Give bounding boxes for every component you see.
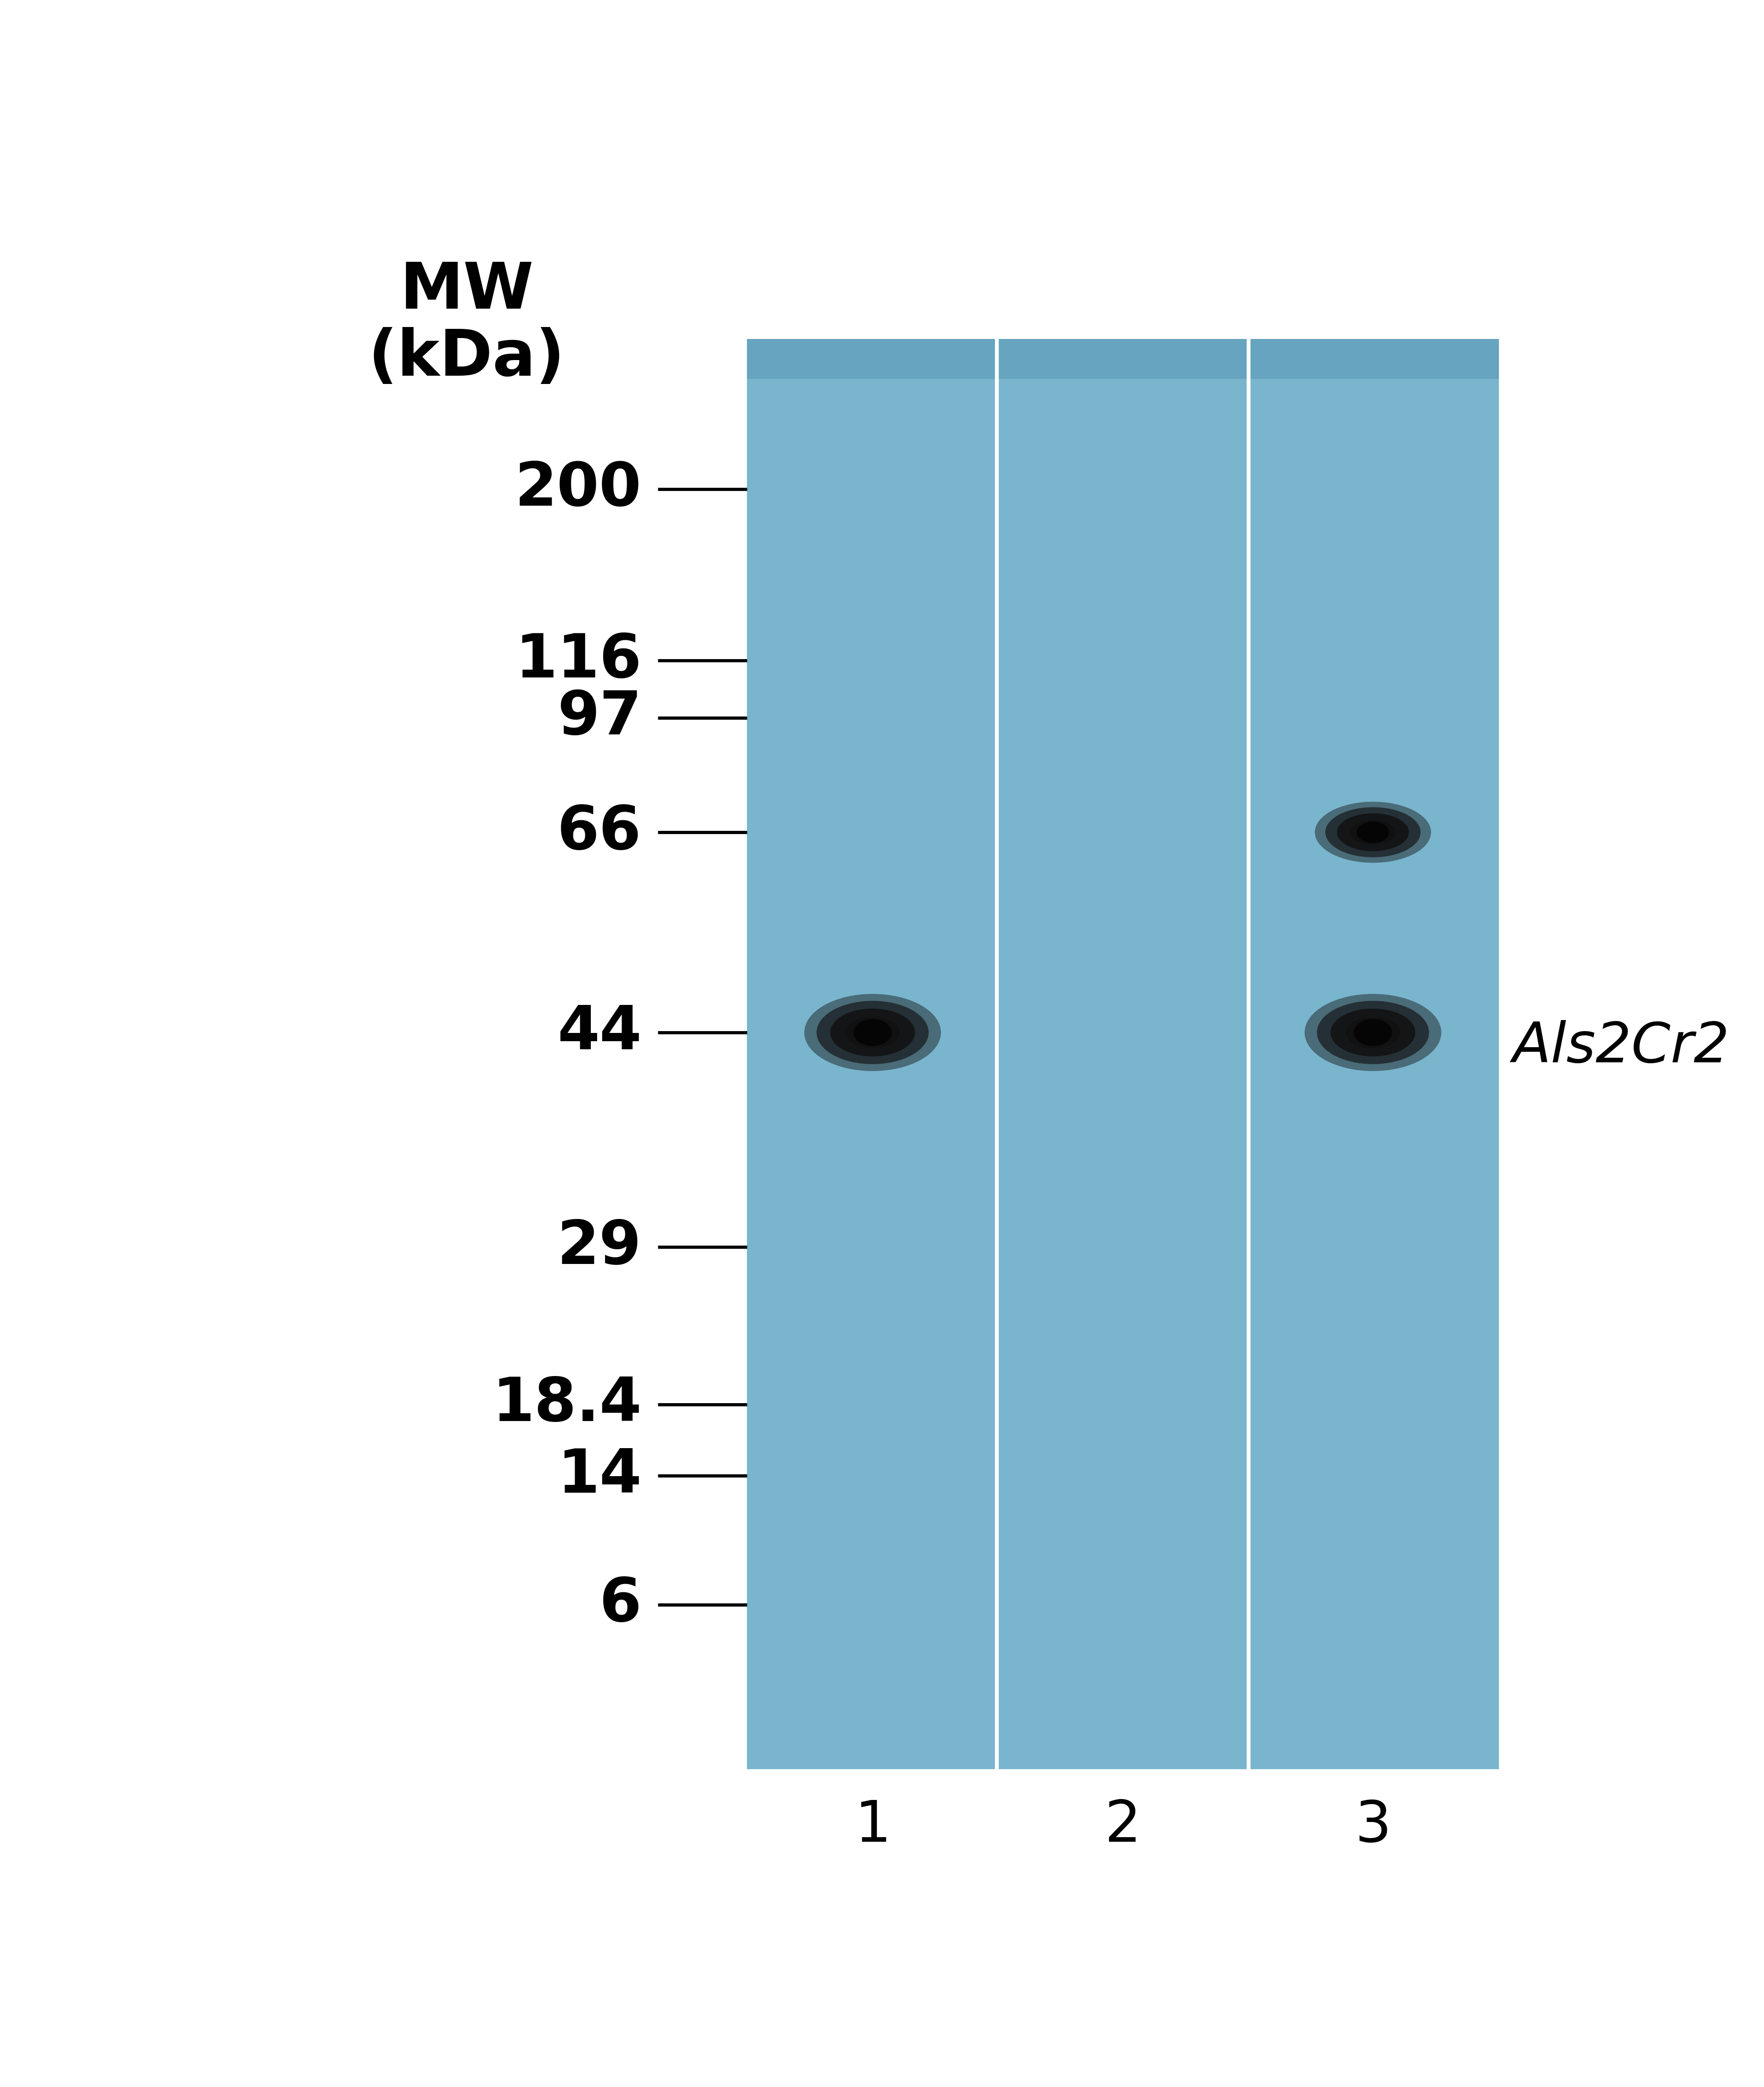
- Text: 14: 14: [557, 1446, 642, 1505]
- Text: 97: 97: [557, 689, 642, 747]
- Text: 3: 3: [1355, 1799, 1392, 1853]
- Ellipse shape: [1325, 808, 1420, 858]
- Text: 2: 2: [1104, 1799, 1141, 1853]
- Ellipse shape: [1305, 993, 1441, 1071]
- Text: 44: 44: [557, 1004, 642, 1062]
- Bar: [746, 338, 1499, 380]
- Ellipse shape: [804, 993, 940, 1071]
- Text: 200: 200: [515, 459, 642, 518]
- Ellipse shape: [817, 1002, 928, 1064]
- Text: 66: 66: [557, 803, 642, 862]
- Text: 116: 116: [515, 632, 642, 691]
- Text: 18.4: 18.4: [492, 1375, 642, 1434]
- Ellipse shape: [854, 1018, 893, 1046]
- Ellipse shape: [1353, 1018, 1392, 1046]
- Ellipse shape: [1330, 1008, 1415, 1056]
- Text: MW
(kDa): MW (kDa): [369, 261, 564, 388]
- Ellipse shape: [1349, 820, 1397, 845]
- Ellipse shape: [1346, 1016, 1401, 1048]
- Ellipse shape: [1314, 801, 1431, 862]
- Ellipse shape: [1337, 814, 1409, 851]
- Ellipse shape: [1318, 1002, 1429, 1064]
- Ellipse shape: [845, 1016, 900, 1048]
- Text: Als2Cr2: Als2Cr2: [1512, 1021, 1729, 1073]
- Ellipse shape: [1357, 822, 1390, 843]
- Ellipse shape: [831, 1008, 916, 1056]
- Text: 29: 29: [557, 1219, 642, 1275]
- Bar: [746, 338, 1499, 1770]
- Text: 1: 1: [854, 1799, 891, 1853]
- Text: 6: 6: [600, 1576, 642, 1634]
